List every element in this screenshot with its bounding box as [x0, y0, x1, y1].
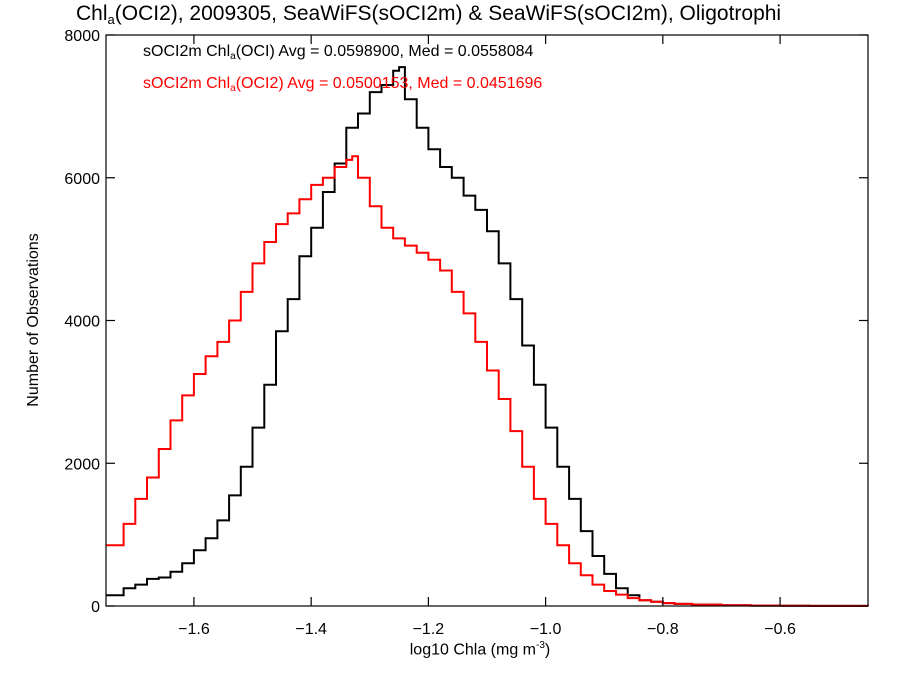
ticks-layer: −1.6 −1.4 −1.2 −1.0 −0.8 −0.6 0 2000 4000 6000 800…	[64, 28, 868, 638]
x-tick-label: −0.8	[647, 621, 679, 638]
title-prefix: Chl	[76, 2, 108, 25]
x-tick-label: −1.6	[178, 621, 210, 638]
x-tick-label: −1.4	[295, 621, 327, 638]
y-tick-label: 4000	[64, 314, 100, 331]
x-axis-label: log10 Chla (mg m-3)	[0, 640, 900, 659]
title-rest: (OCI2), 2009305, SeaWiFS(sOCI2m) & SeaWi…	[114, 2, 782, 25]
y-tick-label: 8000	[64, 28, 100, 45]
legend-oci-post: (OCI) Avg = 0.0598900, Med = 0.0558084	[235, 43, 534, 60]
series-layer	[106, 66, 869, 607]
x-axis-label-close: )	[544, 641, 551, 659]
y-tick-label: 2000	[64, 456, 100, 473]
x-tick-label: −1.2	[413, 621, 445, 638]
plot-frame	[105, 34, 869, 607]
y-tick-label: 0	[91, 599, 100, 616]
series-line-1	[106, 155, 869, 607]
x-tick-label: −0.6	[764, 621, 796, 638]
legend-oci-sub: a	[230, 51, 236, 62]
legend-entry-oci: sOCI2m Chla(OCI) Avg = 0.0598900, Med = …	[143, 43, 533, 62]
x-tick-label: −1.0	[530, 621, 562, 638]
legend-oci-pre: sOCI2m Chl	[143, 43, 231, 60]
title-subscript: a	[107, 12, 115, 27]
legend-entry-oci2: sOCI2m Chla(OCI2) Avg = 0.0500153, Med =…	[143, 75, 542, 94]
y-axis-label: Number of Observations	[25, 233, 42, 407]
x-axis-label-sup: -3	[536, 640, 545, 651]
legend-oci2-sub: a	[230, 83, 236, 94]
chart-title: Chla(OCI2), 2009305, SeaWiFS(sOCI2m) & S…	[76, 2, 900, 27]
legend-oci2-post: (OCI2) Avg = 0.0500153, Med = 0.0451696	[235, 75, 543, 92]
x-axis-label-text: log10 Chla (mg m	[409, 641, 537, 659]
y-tick-label: 6000	[64, 171, 100, 188]
legend-oci2-pre: sOCI2m Chl	[143, 75, 231, 92]
series-line-0	[106, 66, 869, 607]
